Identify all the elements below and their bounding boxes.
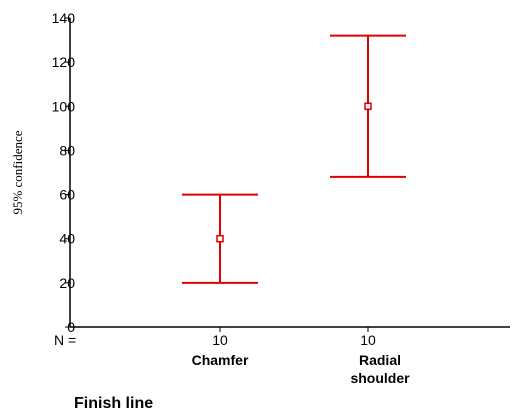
- y-axis-ticks: 0 20 40 60 80 100 120 140: [52, 10, 76, 335]
- mean-marker: [364, 102, 372, 111]
- n-count-label: 10: [212, 332, 228, 348]
- y-tick-label: 100: [52, 98, 76, 114]
- y-tick-label: 40: [59, 231, 75, 247]
- y-tick-label: 80: [59, 142, 75, 158]
- mean-marker: [216, 234, 224, 243]
- x-category-label: shoulder: [350, 370, 410, 386]
- y-tick-label: 0: [67, 319, 75, 335]
- x-category-label: Radial: [359, 352, 401, 368]
- y-axis-title: 95% confidence: [10, 130, 25, 214]
- error-bars: [182, 34, 406, 284]
- y-tick-label: 60: [59, 187, 75, 203]
- x-category-labels: 10 Chamfer 10 Radial shoulder: [192, 327, 410, 386]
- n-prefix-label: N =: [54, 332, 76, 348]
- x-axis-title: Finish line: [74, 395, 153, 412]
- error-bar-group: [182, 193, 258, 284]
- x-category-label: Chamfer: [192, 352, 249, 368]
- y-tick-label: 140: [52, 10, 76, 26]
- y-tick-label: 20: [59, 275, 75, 291]
- n-count-label: 10: [360, 332, 376, 348]
- y-tick-label: 120: [52, 54, 76, 70]
- error-bar-group: [330, 34, 406, 178]
